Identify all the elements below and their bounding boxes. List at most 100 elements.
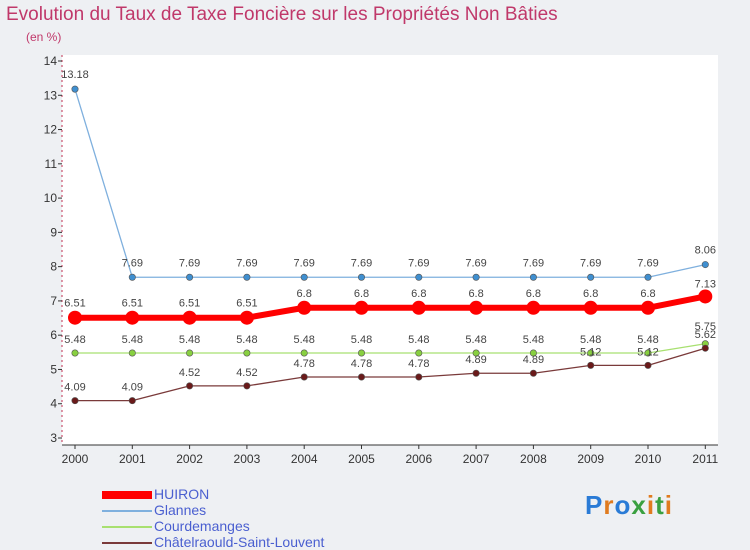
data-point — [529, 369, 537, 377]
data-point — [128, 273, 136, 281]
data-label: 6.51 — [236, 298, 257, 310]
x-tick-label: 2003 — [234, 452, 261, 466]
data-label: 5.48 — [236, 334, 257, 346]
data-point — [125, 310, 140, 325]
data-point — [243, 382, 251, 390]
series-courdemanges — [71, 340, 709, 357]
data-label: 5.62 — [695, 329, 716, 341]
legend-label: Glannes — [154, 502, 207, 518]
x-tick-label: 2004 — [291, 452, 318, 466]
data-point — [415, 373, 423, 381]
y-tick-label: 7 — [50, 294, 57, 308]
data-point — [71, 85, 79, 93]
legend-label: Châtelraould-Saint-Louvent — [154, 534, 325, 550]
data-point — [701, 261, 709, 269]
legend-label: HUIRON — [154, 486, 210, 502]
data-label: 7.69 — [293, 257, 314, 269]
data-point — [128, 349, 136, 357]
data-label: 7.69 — [179, 257, 200, 269]
data-label: 13.18 — [61, 69, 89, 81]
proxiti-logo: Proxiti — [585, 490, 673, 521]
data-point — [128, 397, 136, 405]
x-tick-label: 2011 — [692, 452, 718, 466]
x-tick-label: 2005 — [348, 452, 375, 466]
data-label: 5.75 — [695, 321, 716, 333]
data-label: 6.51 — [64, 298, 85, 310]
data-label: 8.06 — [695, 245, 716, 257]
data-point — [71, 397, 79, 405]
data-point — [415, 349, 423, 357]
data-point — [583, 300, 598, 315]
y-tick-label: 14 — [44, 54, 58, 68]
data-label: 5.12 — [580, 346, 601, 358]
data-point — [587, 361, 595, 369]
y-tick-label: 5 — [50, 362, 57, 376]
data-label: 4.78 — [293, 358, 314, 370]
logo-letter: i — [646, 490, 656, 520]
data-point — [701, 344, 709, 352]
data-label: 6.51 — [179, 298, 200, 310]
data-point — [182, 310, 197, 325]
data-point — [300, 373, 308, 381]
data-point — [186, 273, 194, 281]
series-ch-telraould-saint-louvent — [71, 344, 709, 405]
data-label: 7.69 — [523, 257, 544, 269]
data-point — [68, 310, 82, 325]
data-point — [243, 349, 251, 357]
x-tick-label: 2002 — [176, 452, 203, 466]
data-point — [644, 361, 652, 369]
y-tick-label: 13 — [44, 88, 58, 102]
data-label: 6.51 — [122, 298, 143, 310]
data-label: 7.13 — [695, 278, 716, 290]
series-line — [75, 293, 706, 321]
logo-letter: o — [614, 490, 632, 520]
data-point — [243, 273, 251, 281]
logo-letter: x — [631, 490, 647, 520]
chart-unit-label: (en %) — [26, 30, 62, 44]
series-line — [75, 343, 706, 354]
y-tick-label: 6 — [50, 328, 57, 342]
data-label: 4.78 — [408, 358, 429, 370]
data-point — [411, 300, 426, 315]
data-label: 4.89 — [523, 354, 544, 366]
data-label: 5.48 — [64, 334, 85, 346]
data-point — [71, 349, 79, 357]
x-tick-label: 2000 — [62, 452, 89, 466]
legend-label: Courdemanges — [154, 518, 250, 534]
data-point — [469, 300, 484, 315]
chart-title: Evolution du Taux de Taxe Foncière sur l… — [6, 4, 558, 25]
data-label: 5.48 — [179, 334, 200, 346]
data-label: 7.69 — [465, 257, 486, 269]
data-label: 7.69 — [122, 257, 143, 269]
logo-letter: r — [603, 490, 615, 520]
x-tick-label: 2008 — [520, 452, 547, 466]
y-tick-label: 3 — [50, 431, 57, 445]
data-label: 6.8 — [468, 288, 483, 300]
logo-letter: i — [664, 490, 673, 520]
data-point — [587, 349, 595, 357]
data-label: 7.69 — [236, 257, 257, 269]
data-point — [529, 349, 537, 357]
data-label: 7.69 — [408, 257, 429, 269]
data-point — [644, 273, 652, 281]
logo-letter: P — [585, 490, 604, 520]
data-label: 4.52 — [236, 367, 257, 379]
data-point — [587, 273, 595, 281]
data-label: 7.69 — [637, 257, 658, 269]
data-point — [300, 349, 308, 357]
data-label: 5.48 — [293, 334, 314, 346]
data-label: 6.8 — [354, 288, 369, 300]
data-point — [297, 300, 312, 315]
series-glannes — [71, 85, 709, 281]
y-tick-label: 8 — [50, 260, 57, 274]
data-point — [357, 349, 365, 357]
data-point — [415, 273, 423, 281]
data-point — [641, 300, 655, 315]
legend-swatch — [102, 510, 152, 512]
data-point — [698, 289, 713, 304]
legend-swatch — [102, 491, 152, 499]
data-label: 7.69 — [351, 257, 372, 269]
data-label: 6.8 — [640, 288, 655, 300]
data-label: 4.78 — [351, 358, 372, 370]
